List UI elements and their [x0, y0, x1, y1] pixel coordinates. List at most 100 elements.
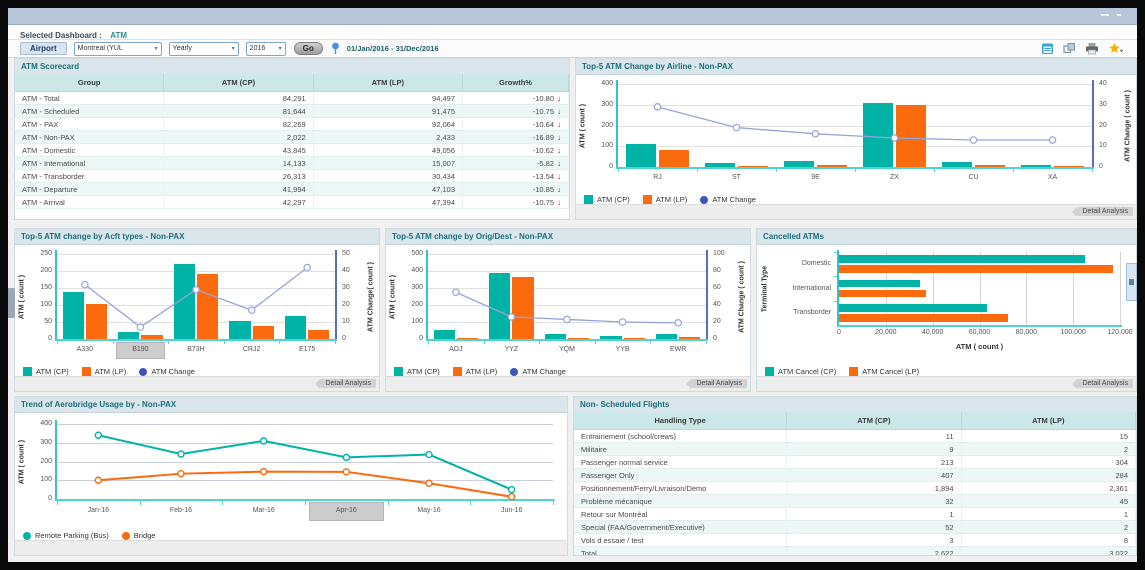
bar-atm-cp[interactable] — [942, 162, 973, 167]
x-category-label[interactable]: YYZ — [504, 346, 519, 353]
favorite-star-icon[interactable] — [1108, 42, 1123, 55]
legend-item[interactable]: ATM Cancel (LP) — [849, 367, 919, 376]
legend-item[interactable]: ATM Cancel (CP) — [765, 367, 836, 376]
y-category-label[interactable]: International — [792, 284, 831, 292]
x-category-label[interactable]: YQM — [559, 346, 575, 353]
x-category-label[interactable]: 9E — [811, 174, 820, 181]
bar-atm-cp[interactable] — [433, 330, 455, 339]
x-category-label[interactable]: RJ — [653, 174, 662, 181]
x-category-label[interactable]: EWR — [670, 346, 687, 353]
x-category-label[interactable]: Mar-16 — [252, 507, 275, 514]
x-category-label[interactable]: ADJ — [449, 346, 463, 353]
airport-select[interactable]: Montreal (YUL ▾ — [73, 41, 162, 56]
bar-atm-cp[interactable] — [784, 161, 815, 167]
x-category-label[interactable]: E175 — [299, 346, 316, 353]
bar-atm-lp[interactable] — [816, 164, 847, 167]
legend-item[interactable]: ATM Change — [700, 195, 756, 204]
right-axis-title: ATM Change ( count ) — [738, 260, 745, 333]
legend-item[interactable]: ATM (CP) — [23, 367, 69, 376]
x-category-label[interactable]: CRJ2 — [242, 346, 261, 353]
bar-atm-cancel-lp[interactable] — [839, 313, 1008, 322]
legend-item[interactable]: ATM Change — [139, 367, 195, 376]
bar-atm-cancel-cp[interactable] — [839, 255, 1085, 264]
x-axis — [616, 167, 1094, 169]
bar-atm-cp[interactable] — [1021, 164, 1052, 167]
legend-item[interactable]: ATM (LP) — [642, 195, 687, 204]
table-row: Passenger Only 407 284 — [574, 468, 1136, 482]
x-category-label[interactable]: ZX — [890, 174, 899, 181]
bar-atm-cp[interactable] — [62, 292, 84, 339]
bar-atm-lp[interactable] — [974, 165, 1005, 167]
legend-item[interactable]: ATM (LP) — [452, 367, 497, 376]
bar-atm-lp[interactable] — [1053, 166, 1084, 167]
bar-atm-lp[interactable] — [141, 334, 163, 339]
y-category-label[interactable]: Transborder — [793, 308, 831, 316]
bar-atm-lp[interactable] — [568, 337, 590, 339]
bar-atm-cp[interactable] — [544, 334, 566, 339]
table-cell: Entrainement (school/crews) — [574, 429, 788, 443]
legend-item[interactable]: ATM (CP) — [584, 195, 630, 204]
bar-atm-lp[interactable] — [623, 338, 645, 339]
bar-atm-cp[interactable] — [626, 144, 657, 167]
x-category-label[interactable]: Feb-16 — [169, 507, 193, 514]
bar-atm-cp[interactable] — [656, 334, 678, 339]
bar-atm-lp[interactable] — [456, 338, 478, 339]
bar-atm-cp[interactable] — [705, 162, 736, 167]
bar-atm-lp[interactable] — [252, 326, 274, 339]
period-select[interactable]: Yearly ▾ — [168, 41, 239, 56]
bar-atm-lp[interactable] — [197, 273, 219, 339]
x-category-label[interactable]: Apr-16 — [335, 507, 357, 514]
legend-item[interactable]: Bridge — [121, 531, 155, 540]
x-category-label[interactable]: B73H — [187, 346, 205, 353]
bar-atm-cancel-cp[interactable] — [839, 279, 920, 288]
x-category-label[interactable]: ST — [732, 174, 741, 181]
legend-item[interactable]: ATM (CP) — [394, 367, 440, 376]
x-category-label[interactable]: May-16 — [417, 507, 441, 514]
x-category-label[interactable]: Jun-16 — [500, 507, 523, 514]
y-tick-label: 100 — [601, 142, 613, 150]
detail-analysis-button[interactable]: Detail Analysis — [1072, 207, 1133, 217]
legend-item[interactable]: ATM (LP) — [81, 367, 126, 376]
x-category-label[interactable]: CU — [968, 174, 979, 181]
gridline — [428, 322, 706, 323]
bar-atm-cp[interactable] — [229, 320, 251, 339]
bar-atm-cancel-cp[interactable] — [839, 304, 987, 312]
x-category-label[interactable]: XA — [1047, 174, 1058, 181]
right-panel-collapse-handle[interactable] — [1126, 263, 1137, 301]
x-category-label[interactable]: B190 — [132, 346, 149, 353]
left-panel-collapse-handle[interactable] — [8, 288, 15, 318]
calendar-icon[interactable] — [1041, 42, 1054, 55]
bar-atm-lp[interactable] — [85, 303, 107, 339]
x-category-label[interactable]: YYB — [615, 346, 630, 353]
bar-atm-lp[interactable] — [737, 166, 768, 167]
go-button[interactable]: Go — [293, 42, 323, 55]
bar-atm-cancel-lp[interactable] — [839, 289, 926, 298]
bar-atm-cp[interactable] — [600, 335, 622, 339]
bar-atm-cp[interactable] — [863, 102, 894, 167]
export-icon[interactable] — [1063, 42, 1076, 55]
legend-item[interactable]: Remote Parking (Bus) — [23, 531, 109, 540]
bar-atm-lp[interactable] — [679, 337, 701, 339]
bar-atm-lp[interactable] — [308, 330, 330, 339]
detail-analysis-button[interactable]: Detail Analysis — [1072, 379, 1133, 389]
legend-item[interactable]: ATM Change — [510, 367, 566, 376]
x-category-label[interactable]: A330 — [76, 346, 93, 353]
bar-atm-cp[interactable] — [285, 316, 307, 339]
bar-atm-lp[interactable] — [658, 150, 689, 167]
bar-atm-lp[interactable] — [512, 276, 534, 339]
bar-atm-cp[interactable] — [173, 263, 195, 339]
year-select[interactable]: 2016 ▾ — [245, 41, 286, 56]
bar-atm-cancel-lp[interactable] — [839, 265, 1113, 273]
bar-atm-cp[interactable] — [118, 332, 140, 339]
top-strip — [8, 8, 1137, 25]
detail-analysis-button[interactable]: Detail Analysis — [315, 379, 376, 389]
column-header: ATM (CP) — [786, 412, 962, 430]
table-cell: 49,056 — [313, 143, 464, 157]
table-cell: 11 — [786, 429, 962, 443]
detail-analysis-button[interactable]: Detail Analysis — [686, 379, 747, 389]
print-icon[interactable] — [1085, 42, 1099, 55]
bar-atm-cp[interactable] — [489, 272, 511, 339]
y-category-label[interactable]: Domestic — [801, 260, 831, 268]
bar-atm-lp[interactable] — [895, 105, 926, 167]
x-category-label[interactable]: Jan-16 — [87, 507, 110, 514]
